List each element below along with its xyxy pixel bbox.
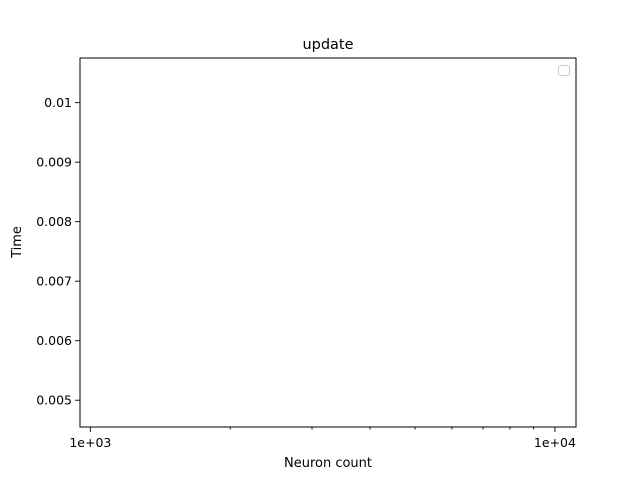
- y-tick-label: 0.009: [36, 155, 72, 170]
- plot-area: [80, 58, 576, 427]
- y-axis-label: Time: [10, 226, 25, 259]
- y-tick-label: 0.007: [36, 274, 72, 289]
- y-tick-label: 0.01: [44, 95, 72, 110]
- y-tick-label: 0.006: [36, 333, 72, 348]
- y-tick-label: 0.005: [36, 393, 72, 408]
- chart-title: update: [302, 37, 353, 53]
- axis-ticks: 1e+03 1e+04 0.005 0.006 0.007 0.008 0.009 0.01: [36, 95, 576, 450]
- y-tick-label: 0.008: [36, 214, 72, 229]
- x-tick-label: 1e+04: [534, 435, 576, 450]
- legend-box: [558, 65, 570, 76]
- plot-frame: [79, 57, 577, 428]
- x-axis-label: Neuron count: [284, 456, 372, 471]
- x-tick-label: 1e+03: [69, 435, 111, 450]
